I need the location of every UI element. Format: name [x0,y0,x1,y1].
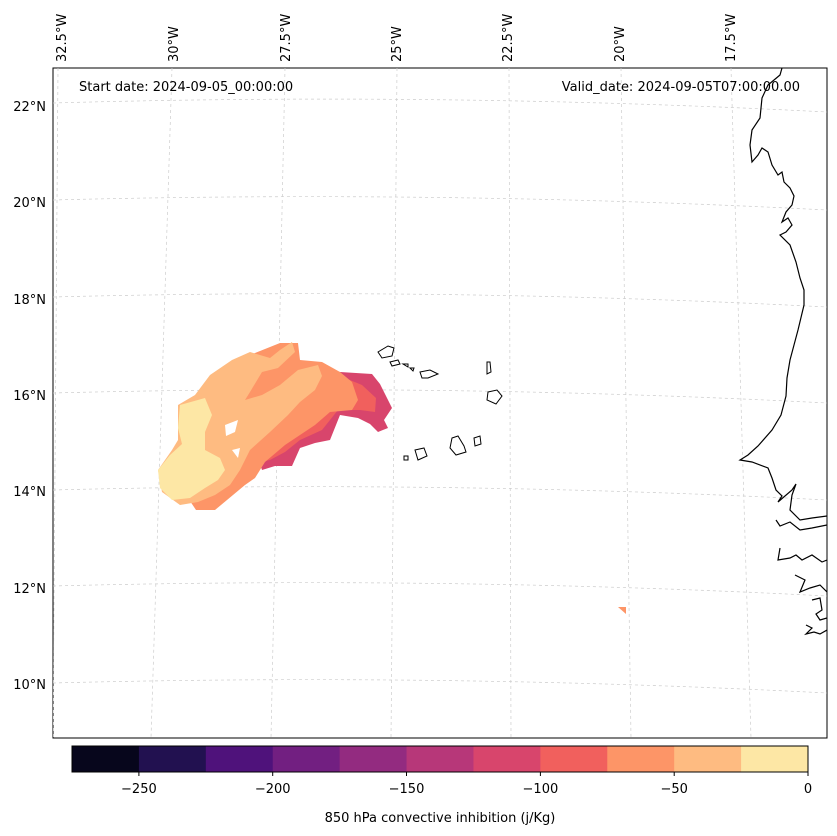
lat-label: 18°N [13,293,46,308]
colorbar-segment [272,746,341,772]
map-frame [52,67,828,739]
lon-label: 25°W [390,26,405,62]
colorbar: −250 −200 −150 −100 −50 0 850 hPa convec… [71,745,812,826]
valid-date-label: Valid_date: 2024-09-05T07:00:00.00 [562,80,800,95]
lat-label: 22°N [13,100,46,115]
lon-label: 22.5°W [501,14,516,62]
start-date-label: Start date: 2024-09-05_00:00:00 [79,80,293,95]
cin-isolated-cell [618,607,626,614]
colorbar-ticks [138,772,809,776]
cin-field [158,342,626,614]
lon-label: 20°W [613,26,628,62]
african-coastline [738,68,827,636]
cape-verde-islands [377,345,503,461]
colorbar-segment [72,746,140,772]
lon-label: 32.5°W [55,14,70,62]
latitude-labels: 22°N 20°N 18°N 16°N 14°N 12°N 10°N [13,100,46,693]
lat-label: 12°N [13,582,46,597]
lat-label: 10°N [13,678,46,693]
colorbar-segment [406,746,474,772]
colorbar-tick-label: −150 [389,782,425,797]
lon-label: 17.5°W [724,14,739,62]
lat-label: 14°N [13,485,46,500]
colorbar-segment [339,746,408,772]
cin-band-minus-0 [158,398,225,500]
colorbar-tick-label: −200 [255,782,291,797]
colorbar-segment [138,746,207,772]
longitude-labels: 32.5°W 30°W 27.5°W 25°W 22.5°W 20°W 17.5… [55,14,739,62]
colorbar-frame [71,745,809,773]
colorbar-title: 850 hPa convective inhibition (j/Kg) [325,811,556,826]
lat-label: 16°N [13,389,46,404]
colorbar-segment [473,746,541,772]
colorbar-tick-label: −50 [660,782,687,797]
colorbar-tick-label: −250 [121,782,157,797]
colorbar-segment [741,746,809,772]
colorbar-tick-label: 0 [804,782,812,797]
graticule-meridians [53,68,752,738]
lat-label: 20°N [13,196,46,211]
lon-label: 30°W [167,26,182,62]
colorbar-segment [205,746,274,772]
colorbar-segment [607,746,675,772]
colorbar-segments [72,746,809,772]
colorbar-segment [540,746,608,772]
colorbar-segment [674,746,742,772]
lon-label: 27.5°W [279,14,294,62]
colorbar-tick-label: −100 [523,782,559,797]
